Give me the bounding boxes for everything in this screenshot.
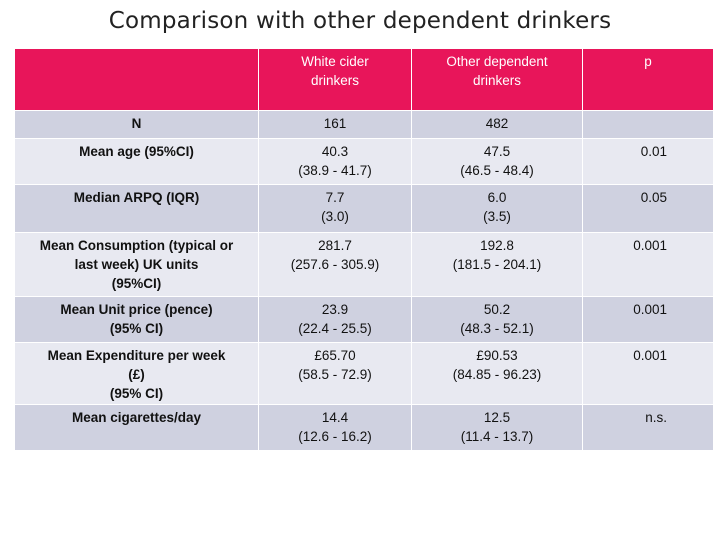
p-value: 0.001 [582, 296, 714, 343]
table-row: Mean cigarettes/day 14.4 (12.6 - 16.2) 1… [14, 404, 714, 451]
row-label: Median ARPQ (IQR) [14, 184, 259, 233]
table-row: Median ARPQ (IQR) 7.7 (3.0) 6.0 (3.5) 0.… [14, 184, 714, 233]
table-row: Mean Unit price (pence) (95% CI) 23.9 (2… [14, 296, 714, 343]
p-value: 0.001 [582, 342, 714, 405]
white-cider-value: 281.7 (257.6 - 305.9) [258, 232, 412, 297]
other-drinkers-value: 12.5 (11.4 - 13.7) [411, 404, 583, 451]
header-other-dependent-drinkers: Other dependent drinkers [411, 48, 583, 111]
p-value: 0.05 [582, 184, 714, 233]
white-cider-value: £65.70 (58.5 - 72.9) [258, 342, 412, 405]
white-cider-value: 40.3 (38.9 - 41.7) [258, 138, 412, 185]
p-value: 0.001 [582, 232, 714, 297]
white-cider-value: 161 [258, 110, 412, 139]
other-drinkers-value: 482 [411, 110, 583, 139]
other-drinkers-value: 6.0 (3.5) [411, 184, 583, 233]
row-label: Mean Expenditure per week (£) (95% CI) [14, 342, 259, 405]
other-drinkers-value: 50.2 (48.3 - 52.1) [411, 296, 583, 343]
row-label: N [14, 110, 259, 139]
header-p-value: p [582, 48, 714, 111]
row-label: Mean Unit price (pence) (95% CI) [14, 296, 259, 343]
table-row: N 161 482 [14, 110, 714, 139]
p-value: n.s. [582, 404, 714, 451]
header-cell-empty [14, 48, 259, 111]
table-header-row: White cider drinkers Other dependent dri… [14, 48, 714, 111]
table-row: Mean Expenditure per week (£) (95% CI) £… [14, 342, 714, 405]
table-row: Mean Consumption (typical or last week) … [14, 232, 714, 297]
row-label: Mean cigarettes/day [14, 404, 259, 451]
white-cider-value: 23.9 (22.4 - 25.5) [258, 296, 412, 343]
p-value [582, 110, 714, 139]
white-cider-value: 14.4 (12.6 - 16.2) [258, 404, 412, 451]
other-drinkers-value: 192.8 (181.5 - 204.1) [411, 232, 583, 297]
row-label: Mean Consumption (typical or last week) … [14, 232, 259, 297]
header-white-cider-drinkers: White cider drinkers [258, 48, 412, 111]
comparison-table: White cider drinkers Other dependent dri… [14, 48, 714, 451]
p-value: 0.01 [582, 138, 714, 185]
row-label: Mean age (95%CI) [14, 138, 259, 185]
slide-title: Comparison with other dependent drinkers [108, 8, 612, 34]
other-drinkers-value: £90.53 (84.85 - 96.23) [411, 342, 583, 405]
table-row: Mean age (95%CI) 40.3 (38.9 - 41.7) 47.5… [14, 138, 714, 185]
other-drinkers-value: 47.5 (46.5 - 48.4) [411, 138, 583, 185]
white-cider-value: 7.7 (3.0) [258, 184, 412, 233]
